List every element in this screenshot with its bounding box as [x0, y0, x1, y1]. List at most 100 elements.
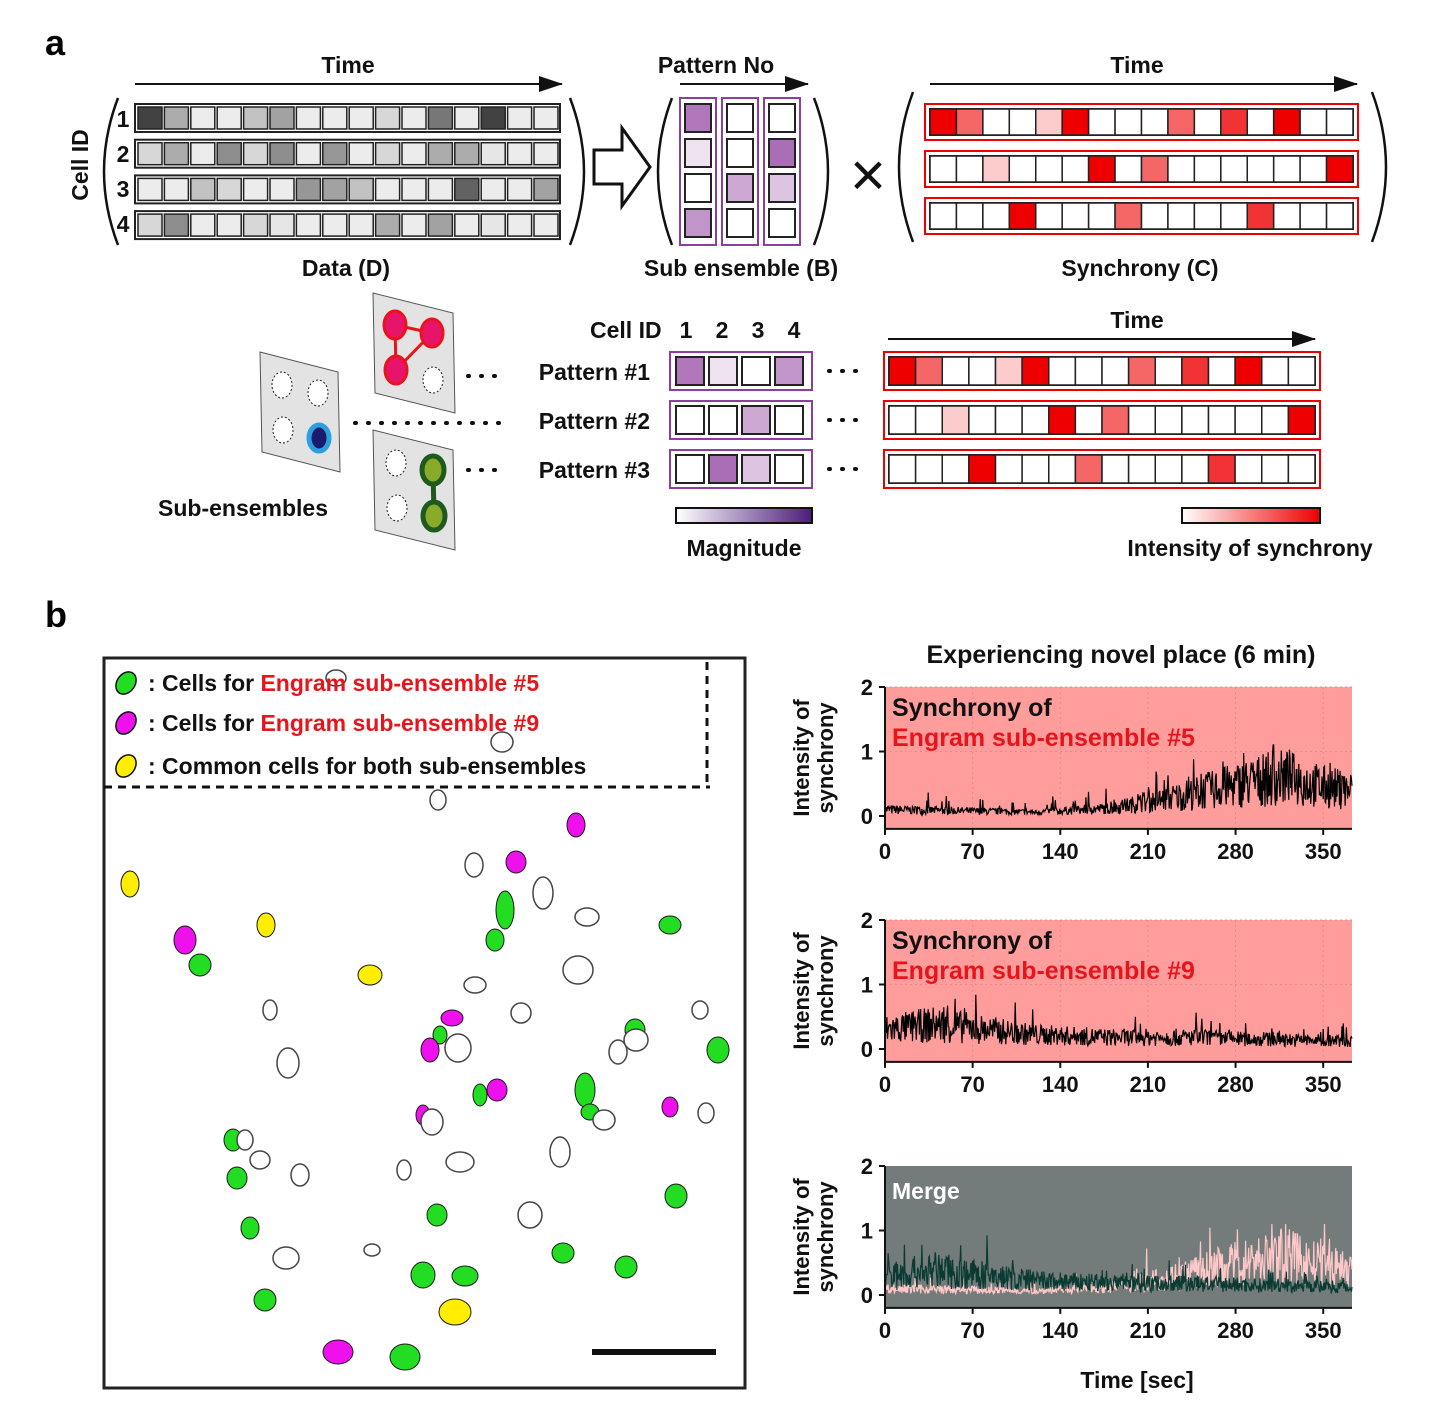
data-cell	[348, 106, 374, 130]
synchrony-cell	[1127, 454, 1156, 484]
synchrony-cell	[1127, 356, 1156, 386]
data-cell	[190, 141, 216, 166]
outline-cell	[490, 731, 514, 753]
synchrony-cell	[1220, 108, 1248, 136]
data-cell	[533, 213, 559, 237]
hollow-arrow-icon	[592, 123, 652, 211]
data-cell	[242, 213, 269, 237]
pattern-label: Pattern #2	[539, 408, 650, 434]
intensity-label: Intensity of synchrony	[1127, 535, 1373, 561]
x-tick-label: 350	[1305, 1072, 1342, 1097]
magnitude-cell	[726, 103, 754, 133]
y-tick-label: 0	[861, 804, 873, 829]
synchrony-cell	[1154, 356, 1183, 386]
synchrony-cell	[1114, 155, 1143, 183]
data-cell	[374, 106, 401, 130]
synchrony-cell	[1246, 202, 1275, 230]
row-id: 4	[117, 211, 130, 237]
synchrony-cell	[941, 454, 970, 484]
cell-id-number: 3	[752, 317, 765, 343]
synchrony-cell	[982, 108, 1011, 136]
magnitude-cell	[726, 138, 754, 168]
synchrony-cell	[955, 108, 984, 136]
data-cell	[374, 141, 401, 166]
data-cell	[348, 141, 374, 166]
data-label: Data (D)	[302, 255, 390, 281]
green-cell	[485, 928, 505, 952]
magenta-cell	[322, 1339, 354, 1365]
outline-cell	[691, 1000, 709, 1020]
synchrony-cell	[1087, 202, 1116, 230]
synchrony-cell	[1272, 155, 1301, 183]
y-axis-label: Intensity ofsynchrony	[789, 699, 838, 817]
synchrony-cell	[1299, 202, 1328, 230]
plot-annotation: Engram sub-ensemble #9	[892, 957, 1195, 985]
data-cell	[506, 141, 533, 166]
data-cell	[216, 213, 242, 237]
synchrony-cell	[1114, 202, 1143, 230]
outline-cell	[532, 876, 554, 910]
synchrony-cell	[914, 454, 943, 484]
synchrony-cell	[1021, 454, 1050, 484]
yellow-cell	[256, 912, 276, 938]
magnitude-colorbar	[675, 507, 813, 524]
magnitude-label: Magnitude	[687, 535, 802, 561]
synchrony-cell	[1087, 155, 1116, 183]
synchrony-cell	[1127, 405, 1156, 435]
green-cell	[574, 1072, 596, 1108]
data-cell	[480, 106, 506, 130]
magnitude-cell	[708, 454, 738, 484]
magenta-cell	[173, 925, 197, 955]
synchrony-cell	[1207, 356, 1236, 386]
yellow-cell	[357, 964, 383, 986]
magnitude-cell	[741, 405, 771, 435]
synchrony-cell	[1167, 202, 1196, 230]
magnitude-cell	[768, 208, 796, 238]
synchrony-cell	[1035, 202, 1063, 230]
yellow-cell-icon	[115, 754, 137, 778]
outline-cell	[463, 976, 487, 994]
row-id: 2	[117, 141, 130, 167]
outline-cell	[272, 1246, 300, 1270]
data-cell	[163, 213, 190, 237]
outline-cell	[325, 669, 347, 687]
green-cell	[240, 1216, 260, 1240]
data-cell	[401, 177, 427, 202]
green-cell	[188, 953, 212, 977]
green-cell	[495, 890, 515, 930]
x-tick-label: 0	[879, 1072, 891, 1097]
active-cell-icon	[419, 453, 447, 487]
magenta-cell	[486, 1078, 508, 1102]
outline-cell	[262, 999, 278, 1021]
x-tick-label: 70	[960, 1072, 984, 1097]
x-tick-label: 350	[1305, 1318, 1342, 1343]
cell-id-number: 1	[680, 317, 693, 343]
synchrony-cell	[1008, 155, 1037, 183]
synchrony-cell	[941, 405, 970, 435]
time-label-synchrony: Time	[1110, 52, 1163, 78]
data-cell	[427, 141, 454, 166]
synchrony-cell	[1021, 356, 1050, 386]
synchrony-cell	[1114, 108, 1143, 136]
magnitude-cell	[726, 208, 754, 238]
synchrony-cell	[1074, 356, 1103, 386]
data-cell	[295, 141, 322, 166]
matrix-bracket	[1370, 91, 1388, 243]
panel-b-label: b	[45, 594, 67, 635]
time-label-data: Time	[321, 52, 374, 78]
x-tick-label: 0	[879, 839, 891, 864]
plane-pattern-3	[372, 429, 456, 551]
synchrony-cell	[1035, 155, 1063, 183]
data-cell	[295, 177, 322, 202]
synchrony-cell	[1181, 356, 1210, 386]
synchrony-cell	[1140, 108, 1169, 136]
plot-annotation: Merge	[892, 1178, 960, 1204]
synchrony-cell	[1140, 202, 1169, 230]
synchrony-cell	[1287, 454, 1316, 484]
outline-cell	[429, 789, 447, 811]
x-tick-label: 140	[1042, 1318, 1079, 1343]
series-line	[884, 994, 1353, 1048]
y-tick-label: 2	[861, 675, 873, 700]
data-cell	[190, 177, 216, 202]
data-cell	[506, 177, 533, 202]
